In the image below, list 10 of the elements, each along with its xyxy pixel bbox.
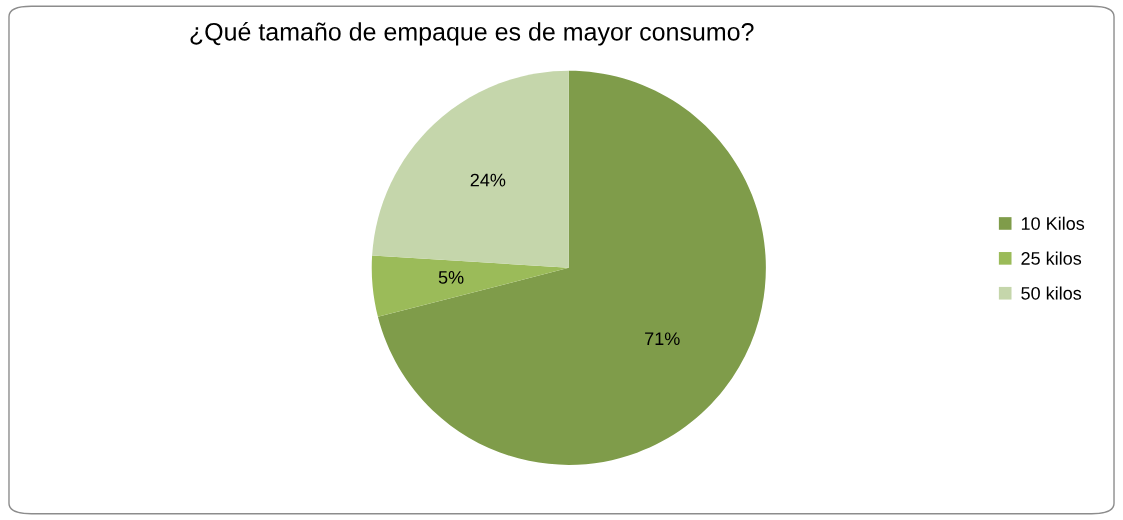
data-label: 71%: [645, 332, 680, 346]
pie-slice: [371, 255, 569, 317]
pie-slice: [377, 70, 766, 465]
pie-slice: [372, 70, 569, 268]
chart-title: ¿Qué tamaño de empaque es de mayor consumo?: [190, 22, 754, 46]
data-label: 5%: [438, 271, 464, 284]
legend-label: 50 kilos: [1021, 286, 1082, 300]
legend-label: 10 Kilos: [1021, 216, 1085, 230]
legend-label: 25 kilos: [1021, 251, 1082, 265]
data-label: 24%: [470, 173, 506, 187]
